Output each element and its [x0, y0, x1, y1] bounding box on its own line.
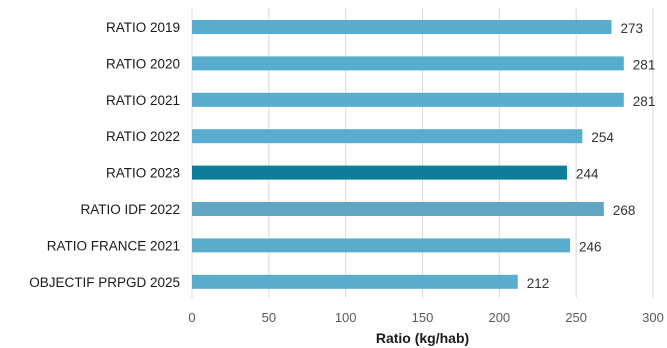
bar: [192, 238, 571, 253]
value-label: 273: [621, 21, 644, 36]
value-labels: 273 281 281 254 244 268 246 212: [527, 21, 656, 291]
bar: [192, 92, 624, 107]
gridlines: [191, 8, 654, 298]
bars-group: [192, 20, 624, 289]
x-tick-label: 250: [565, 310, 587, 325]
x-tick-label: 0: [188, 310, 195, 325]
value-label: 281: [633, 57, 656, 72]
value-label: 281: [633, 94, 656, 109]
category-label: RATIO 2019: [106, 20, 180, 35]
category-labels: RATIO 2019 RATIO 2020 RATIO 2021 RATIO 2022…: [29, 20, 180, 290]
category-label: RATIO IDF 2022: [80, 202, 180, 217]
value-label: 246: [579, 239, 602, 254]
x-axis-title: Ratio (kg/hab): [376, 330, 469, 346]
value-label: 254: [591, 130, 614, 145]
value-label: 212: [527, 276, 550, 291]
bar: [192, 20, 612, 34]
x-tick-labels: 0 50 100 150 200 250 300: [188, 310, 663, 325]
category-label: OBJECTIF PRPGD 2025: [29, 275, 180, 290]
bar: [192, 274, 518, 289]
x-tick-label: 150: [412, 310, 434, 325]
category-label: RATIO 2020: [106, 56, 180, 71]
value-label: 268: [613, 203, 636, 218]
bar: [192, 165, 567, 180]
category-label: RATIO 2022: [106, 129, 180, 144]
category-label: RATIO FRANCE 2021: [47, 238, 180, 253]
bar: [192, 202, 604, 216]
x-tick-label: 50: [262, 310, 276, 325]
x-tick-label: 100: [335, 310, 357, 325]
x-tick-label: 200: [488, 310, 510, 325]
category-label: RATIO 2023: [106, 166, 180, 181]
bar: [192, 129, 583, 144]
x-tick-label: 300: [642, 310, 664, 325]
bar: [192, 56, 624, 71]
value-label: 244: [576, 167, 599, 182]
category-label: RATIO 2021: [106, 93, 180, 108]
